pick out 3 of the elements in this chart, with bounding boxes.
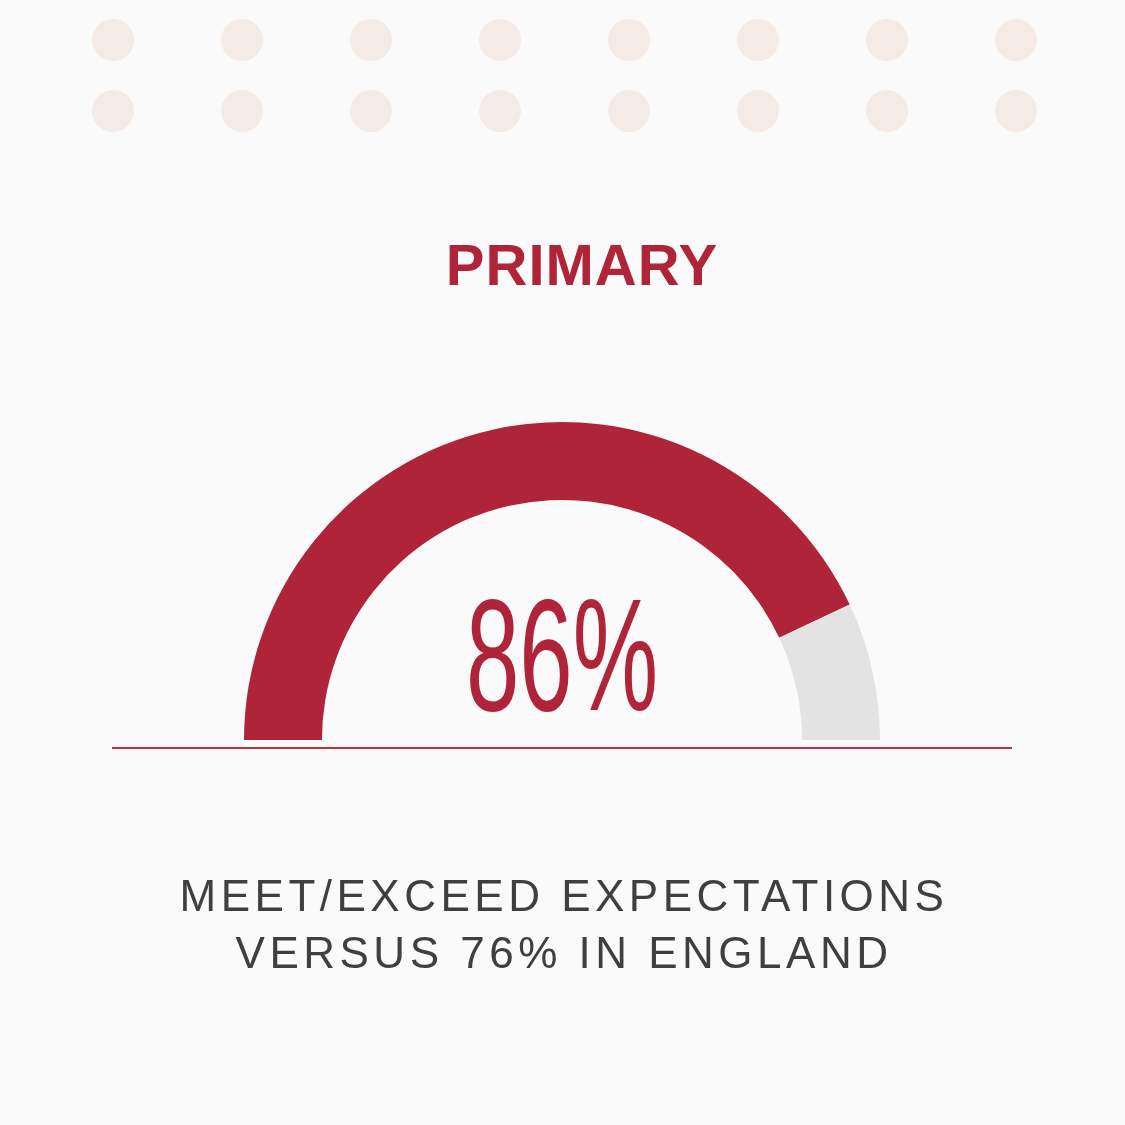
chart-title: PRIMARY [444, 232, 720, 297]
text: MEET/EXCEED EXPECTATIONS VERSUS 76% IN ENGLAND [178, 870, 950, 979]
data-label: 86% [465, 565, 659, 744]
